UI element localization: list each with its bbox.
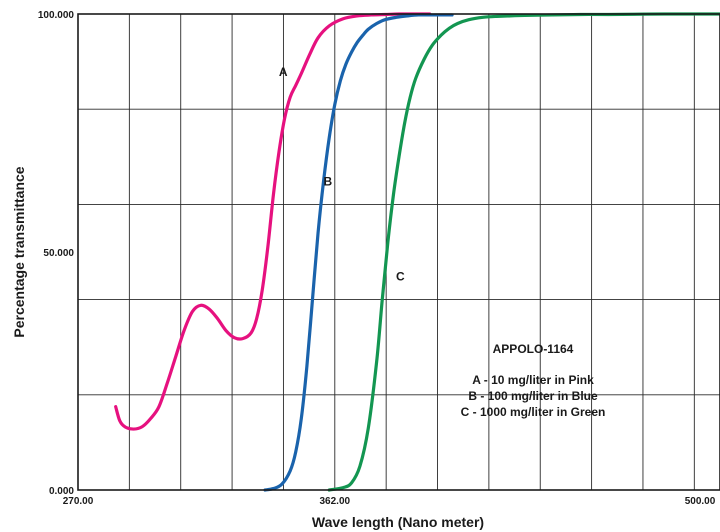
curve-label-B: B xyxy=(323,174,332,188)
tick-labels: 270.00 362.00 500.00 0.000 50.000 100.000 xyxy=(38,10,716,507)
y-axis-title: Percentage transmittance xyxy=(11,166,27,337)
series-line-A xyxy=(114,12,432,431)
y-tick-label-1: 50.000 xyxy=(43,248,74,259)
x-tick-label-0: 270.00 xyxy=(63,496,94,507)
plot-frame xyxy=(77,13,720,491)
annotation-line-a: A - 10 mg/liter in Pink xyxy=(472,373,594,387)
x-axis-title: Wave length (Nano meter) xyxy=(312,514,484,530)
x-tick-label-2: 500.00 xyxy=(685,496,716,507)
series-layer xyxy=(114,12,720,492)
y-tick-label-0: 0.000 xyxy=(49,486,74,497)
annotation-line-c: C - 1000 mg/liter in Green xyxy=(461,405,606,419)
annotation-line-b: B - 100 mg/liter in Blue xyxy=(468,389,598,403)
curve-label-A: A xyxy=(279,65,288,79)
series-line-B xyxy=(263,13,454,492)
curve-label-C: C xyxy=(396,270,405,284)
curve-labels: A B C xyxy=(279,65,405,284)
x-tick-label-1: 362.00 xyxy=(320,496,351,507)
annotation-box: APPOLO-1164 A - 10 mg/liter in Pink B - … xyxy=(461,342,606,419)
y-tick-label-2: 100.000 xyxy=(38,10,75,21)
series-line-C xyxy=(327,12,720,492)
annotation-title: APPOLO-1164 xyxy=(493,342,574,356)
